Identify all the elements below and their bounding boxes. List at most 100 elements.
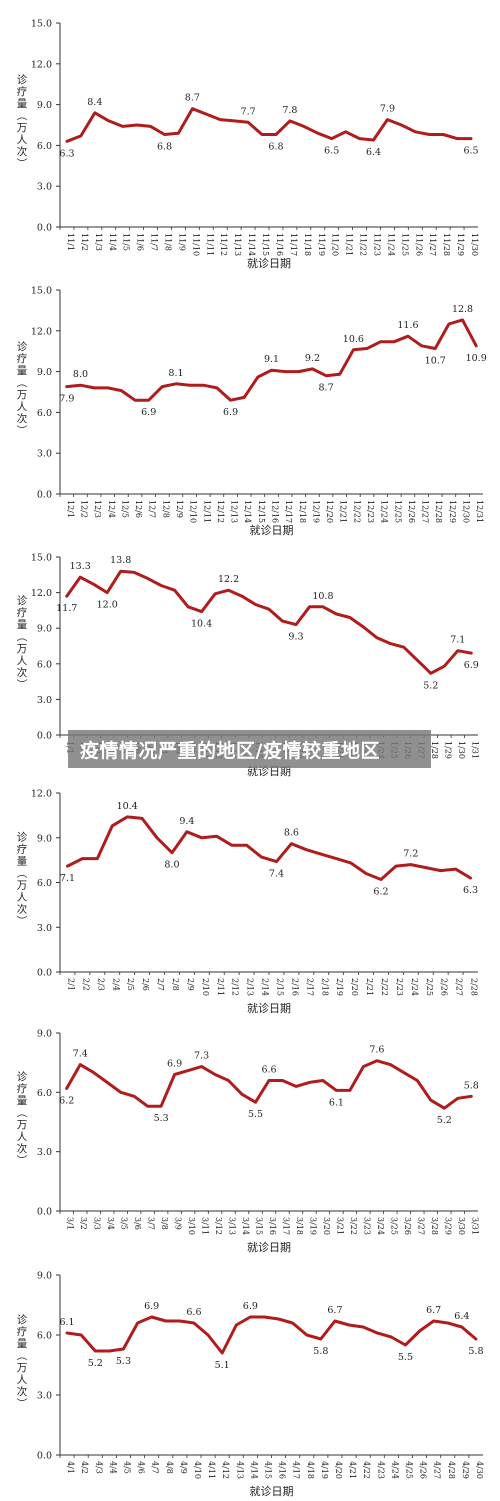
x-tick-label: 2/19 — [335, 978, 344, 996]
y-tick-label: 9.0 — [37, 624, 52, 635]
x-tick-label: 4/11 — [207, 1461, 216, 1479]
data-point — [256, 375, 260, 379]
x-tick-label: 11/3 — [94, 233, 103, 251]
data-point — [125, 815, 129, 819]
data-point — [446, 1321, 449, 1325]
y-tick-label: 6.0 — [37, 878, 52, 889]
data-label: 6.3 — [463, 885, 478, 896]
y-tick-label: 3.0 — [37, 182, 52, 193]
x-tick-label: 3/26 — [403, 1217, 412, 1235]
x-tick-label: 1/30 — [457, 741, 466, 759]
y-tick-label: 0.0 — [37, 968, 52, 979]
y-tick-label: 9.0 — [37, 1029, 52, 1040]
x-axis-label: 就诊日期 — [250, 523, 294, 537]
data-label: 9.4 — [179, 816, 194, 827]
x-tick-label: 12/1 — [66, 500, 75, 518]
data-point — [320, 852, 323, 856]
data-point — [349, 861, 353, 865]
data-label: 5.3 — [116, 1356, 131, 1367]
x-tick-label: 4/17 — [292, 1461, 301, 1479]
x-tick-label: 11/11 — [205, 233, 214, 256]
data-point — [65, 1331, 69, 1335]
y-tick-label: 6.0 — [37, 1088, 52, 1099]
data-point — [200, 1065, 203, 1068]
y-tick-label: 12.0 — [31, 789, 52, 800]
data-point — [159, 1104, 163, 1108]
x-tick-label: 2/16 — [290, 978, 299, 996]
data-label: 7.1 — [60, 873, 75, 884]
x-tick-label: 3/17 — [281, 1217, 290, 1235]
x-tick-label: 12/3 — [93, 500, 102, 518]
data-point — [192, 1321, 196, 1325]
data-point — [191, 107, 194, 110]
data-point — [185, 830, 189, 833]
x-tick-label: 4/2 — [80, 1461, 89, 1474]
data-point — [394, 864, 398, 868]
data-label: 7.2 — [403, 849, 418, 860]
x-tick-label: 1/31 — [470, 741, 479, 759]
x-tick-label: 3/30 — [457, 1217, 466, 1235]
data-point — [161, 385, 164, 388]
data-label: 9.3 — [288, 632, 303, 643]
x-tick-label: 11/29 — [456, 233, 465, 256]
x-tick-label: 12/25 — [393, 500, 402, 523]
data-label: 10.7 — [425, 355, 446, 366]
data-label: 11.7 — [56, 603, 77, 614]
data-point — [335, 1089, 338, 1092]
y-tick-label: 0.0 — [37, 223, 52, 234]
data-point — [393, 340, 396, 343]
data-point — [173, 589, 176, 592]
data-label: 5.2 — [437, 1115, 452, 1126]
data-point — [96, 857, 99, 860]
data-point — [456, 649, 459, 652]
x-tick-label: 12/2 — [79, 500, 88, 518]
overlay-banner: 疫情情况严重的地区/疫情较重地区 — [68, 730, 431, 768]
x-tick-label: 11/5 — [122, 233, 131, 251]
data-label: 12.0 — [97, 600, 118, 611]
data-point — [107, 119, 110, 123]
y-axis-label: 诊疗量︵万人次︶ — [17, 1070, 28, 1167]
data-point — [362, 625, 365, 629]
x-tick-label: 12/21 — [339, 500, 348, 523]
data-point — [119, 1091, 122, 1094]
data-point — [416, 659, 419, 662]
x-tick-label: 11/20 — [331, 233, 340, 256]
x-tick-label: 4/29 — [461, 1461, 470, 1479]
x-tick-label: 11/2 — [80, 233, 89, 251]
x-tick-label: 11/23 — [373, 233, 382, 256]
data-point — [170, 851, 174, 854]
data-point — [390, 1335, 393, 1339]
data-label: 6.6 — [261, 1064, 276, 1075]
y-tick-label: 12.0 — [31, 59, 52, 70]
data-point — [120, 389, 123, 392]
data-point — [348, 616, 352, 619]
data-label: 9.1 — [264, 354, 279, 365]
data-label: 6.9 — [464, 660, 479, 671]
data-label: 6.4 — [366, 147, 381, 158]
x-tick-label: 4/10 — [193, 1461, 202, 1479]
data-label: 6.7 — [327, 1305, 342, 1316]
data-point — [291, 1321, 294, 1325]
series-line — [65, 569, 473, 675]
x-tick-label: 4/8 — [165, 1461, 174, 1474]
data-point — [254, 603, 257, 606]
x-tick-label: 11/9 — [177, 233, 186, 251]
data-label: 8.7 — [319, 383, 334, 394]
data-point — [133, 398, 137, 402]
x-tick-label: 4/18 — [306, 1461, 315, 1479]
y-tick-label: 9.0 — [37, 367, 52, 378]
x-tick-label: 11/18 — [303, 233, 312, 256]
x-tick-label: 4/13 — [235, 1461, 244, 1479]
data-point — [240, 1093, 244, 1096]
x-tick-label: 2/3 — [96, 978, 105, 991]
data-point — [456, 1097, 459, 1100]
data-point — [372, 138, 375, 142]
data-label: 10.6 — [343, 334, 364, 345]
data-label: 6.1 — [329, 1097, 344, 1108]
x-tick-label: 2/26 — [440, 978, 449, 996]
data-point — [418, 1329, 421, 1333]
x-tick-label: 4/9 — [179, 1461, 188, 1474]
data-label: 8.4 — [87, 97, 102, 108]
data-point — [281, 1079, 284, 1082]
